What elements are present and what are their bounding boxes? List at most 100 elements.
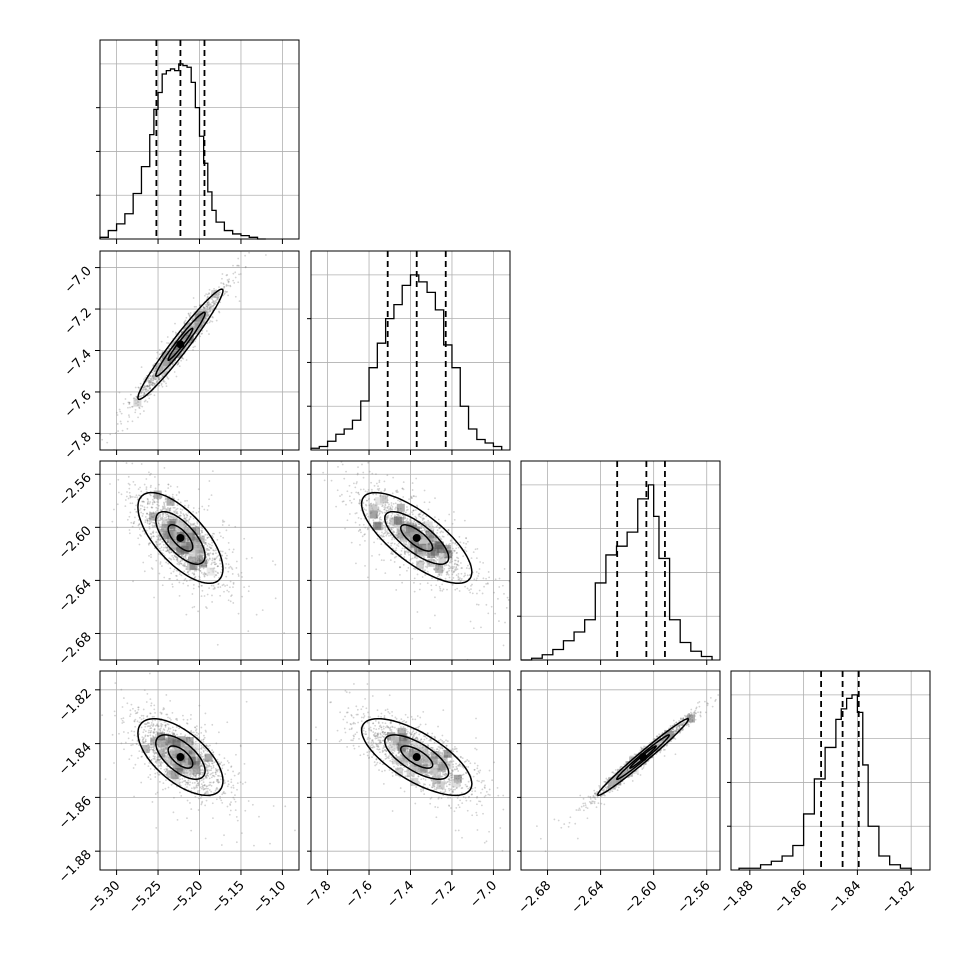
scatter-point [397,542,400,545]
scatter-point [204,303,207,306]
scatter-point [451,560,454,563]
scatter-point [386,515,389,517]
scatter-point [201,527,204,530]
scatter-point [140,511,143,514]
scatter-point [151,506,154,509]
scatter-point [343,477,346,480]
scatter-point [185,568,188,570]
scatter-point [166,768,169,770]
panel-1-1 [307,250,511,455]
scatter-point [416,504,418,507]
scatter-point [160,376,163,379]
scatter-point [199,335,202,338]
scatter-point [213,302,216,305]
scatter-point [435,584,438,587]
scatter-point [226,584,229,587]
scatter-point [400,502,403,505]
scatter-point [385,530,388,533]
scatter-point [357,516,360,519]
scatter-point [420,527,423,530]
scatter-point [143,391,145,394]
scatter-point [391,552,394,555]
scatter-point [197,510,200,513]
scatter-point [148,380,151,382]
scatter-point [169,699,172,702]
scatter-point [157,538,160,541]
density-cell [416,560,425,569]
scatter-point [229,580,232,583]
scatter-point [152,364,155,367]
scatter-point [371,554,373,557]
contour-line [137,491,224,585]
scatter-point [164,538,167,541]
scatter-point [205,787,208,790]
scatter-point [143,378,146,381]
scatter-point [174,339,177,341]
scatter-point [383,559,385,562]
scatter-point [406,569,408,572]
scatter-point [145,529,148,532]
scatter-point [146,722,149,724]
scatter-point [177,363,179,366]
scatter-point [448,565,451,568]
scatter-point [152,382,154,385]
scatter-point [144,521,147,524]
scatter-point [223,286,226,289]
scatter-point [248,251,251,254]
scatter-point [144,740,147,743]
scatter-point [285,664,287,666]
scatter-point [147,765,150,768]
scatter-point [156,535,158,538]
scatter-point [406,508,409,511]
scatter-point [142,717,145,720]
scatter-point [394,506,397,509]
scatter-point [416,573,419,576]
scatter-point [134,712,137,715]
scatter-point [215,552,217,555]
scatter-point [208,303,211,305]
scatter-point [401,547,404,550]
scatter-point [153,755,156,758]
scatter-point [208,549,211,552]
scatter-point [202,573,205,576]
scatter-point [191,319,193,322]
scatter-point [161,584,164,587]
scatter-point [231,551,234,554]
scatter-point [448,569,451,572]
scatter-point [433,567,436,570]
scatter-point [437,575,439,578]
contour-line [155,311,206,377]
scatter-point [209,543,211,546]
scatter-point [182,564,185,566]
scatter-point [219,301,222,304]
scatter-point [175,726,178,728]
contour-line [167,327,194,361]
scatter-point [208,333,210,335]
scatter-point [162,549,165,552]
scatter-point [212,532,214,535]
scatter-point [175,375,178,378]
scatter-point [153,521,156,524]
scatter-point [335,448,337,450]
scatter-point [216,571,219,574]
scatter-point [356,481,358,483]
scatter-point [413,520,416,523]
scatter-point [106,441,109,444]
scatter-point [155,381,158,384]
scatter-point [208,313,210,316]
scatter-point [357,466,359,469]
scatter-point [164,498,167,501]
scatter-point [166,547,169,549]
scatter-point [137,386,140,389]
scatter-point [189,516,192,518]
scatter-point [143,500,145,503]
scatter-point [464,572,466,575]
scatter-point [197,776,200,779]
scatter-point [151,381,154,384]
scatter-point [149,386,152,389]
scatter-point [413,495,415,498]
scatter-point [369,503,372,505]
scatter-point [283,444,285,446]
scatter-point [360,509,363,512]
histogram-step [521,484,713,661]
